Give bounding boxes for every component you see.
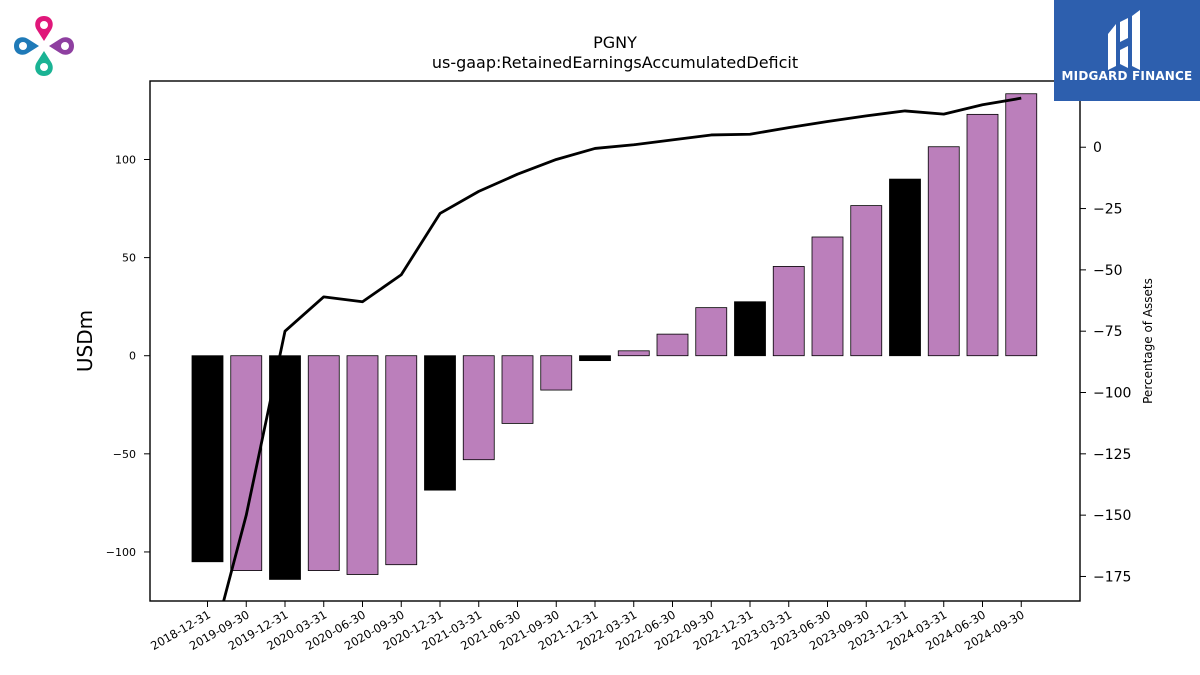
bar-2021-03-31: [462, 355, 495, 461]
y2-tick-label: −50: [1093, 263, 1123, 279]
bar-2024-03-31: [927, 146, 960, 357]
chart-subtitle: us-gaap:RetainedEarningsAccumulatedDefic…: [432, 53, 798, 72]
y-tick-label: −50: [113, 448, 136, 461]
bar-2023-03-31: [772, 266, 805, 357]
bar-2019-12-31: [269, 355, 301, 580]
bar-2022-09-30: [695, 307, 728, 357]
bar-2020-09-30: [385, 355, 418, 566]
bar-2020-12-31: [424, 355, 456, 491]
y-tick-label: 100: [115, 153, 136, 166]
y-axis-right: −175−150−125−100−75−50−25025: [1080, 79, 1131, 585]
bar-2024-06-30: [966, 113, 999, 357]
bar-2021-06-30: [501, 355, 534, 424]
bar-2022-06-30: [656, 333, 689, 357]
y2-tick-label: −25: [1093, 202, 1123, 218]
bar-2018-12-31: [191, 355, 224, 563]
bar-series: [191, 93, 1038, 580]
pct-assets-line: [222, 96, 1022, 601]
four-petal-clover-logo-icon: [10, 12, 78, 80]
x-axis: 2018-12-312019-09-302019-12-312020-03-31…: [148, 601, 1027, 653]
bar-2021-12-31: [579, 355, 611, 362]
bar-2023-12-31: [889, 178, 921, 357]
brand-name: MIDGARD FINANCE: [1061, 69, 1193, 83]
bar-2023-09-30: [850, 205, 883, 357]
bar-2021-09-30: [540, 355, 573, 391]
y2-tick-label: −75: [1093, 324, 1123, 340]
y-tick-label: −100: [106, 546, 136, 559]
y2-axis-label: Percentage of Assets: [1141, 278, 1155, 404]
y2-tick-label: −175: [1093, 569, 1131, 585]
bar-2022-12-31: [734, 301, 766, 357]
bar-2020-03-31: [307, 355, 340, 571]
bar-2023-06-30: [811, 236, 844, 357]
y2-tick-label: −125: [1093, 447, 1131, 463]
bar-2022-03-31: [617, 350, 650, 357]
y2-tick-label: −150: [1093, 508, 1131, 524]
bar-2024-09-30: [1005, 93, 1038, 357]
y-axis-label: USDm: [73, 310, 97, 372]
y-axis-left: −100 −50 0 50 100: [106, 153, 150, 559]
line-series: [222, 96, 1022, 601]
plot-frame: [149, 80, 1081, 602]
y-tick-label: 50: [122, 252, 136, 265]
bar-2020-06-30: [346, 355, 379, 575]
y2-tick-label: 0: [1093, 140, 1102, 156]
midgard-m-logo-icon: [1108, 10, 1140, 70]
y2-tick-label: −100: [1093, 386, 1131, 402]
midgard-finance-logo: MIDGARD FINANCE: [1054, 0, 1200, 101]
y-tick-label: 0: [129, 350, 136, 363]
chart-title: PGNY: [593, 33, 637, 52]
